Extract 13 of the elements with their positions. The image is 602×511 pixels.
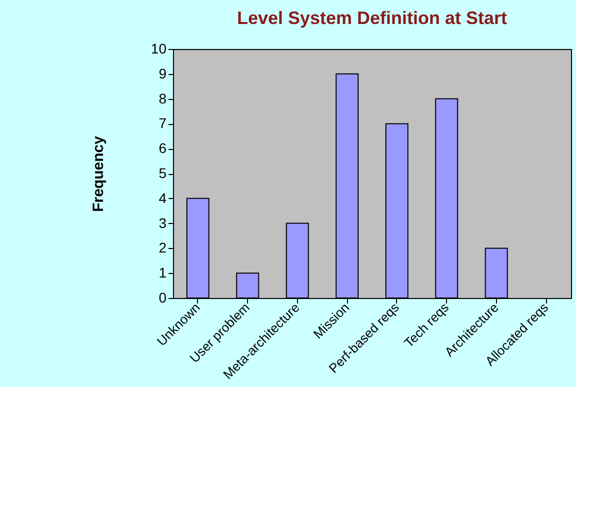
y-tick-label: 9	[158, 65, 167, 82]
y-tick-label: 5	[158, 165, 167, 181]
y-tick-label: 8	[158, 90, 167, 106]
y-tick-label: 1	[158, 264, 167, 281]
y-tick-label: 3	[158, 214, 167, 231]
chart-title: Level System Definition at Start	[236, 8, 508, 28]
y-tick-label: 6	[158, 140, 167, 156]
y-tick-label: 10	[150, 40, 167, 56]
y-tick-label: 2	[158, 240, 167, 256]
y-tick-label: 4	[158, 190, 167, 206]
y-tick-label: 7	[158, 115, 167, 132]
y-axis-title: Frequency	[90, 135, 107, 212]
y-tick-label: 0	[158, 290, 167, 306]
